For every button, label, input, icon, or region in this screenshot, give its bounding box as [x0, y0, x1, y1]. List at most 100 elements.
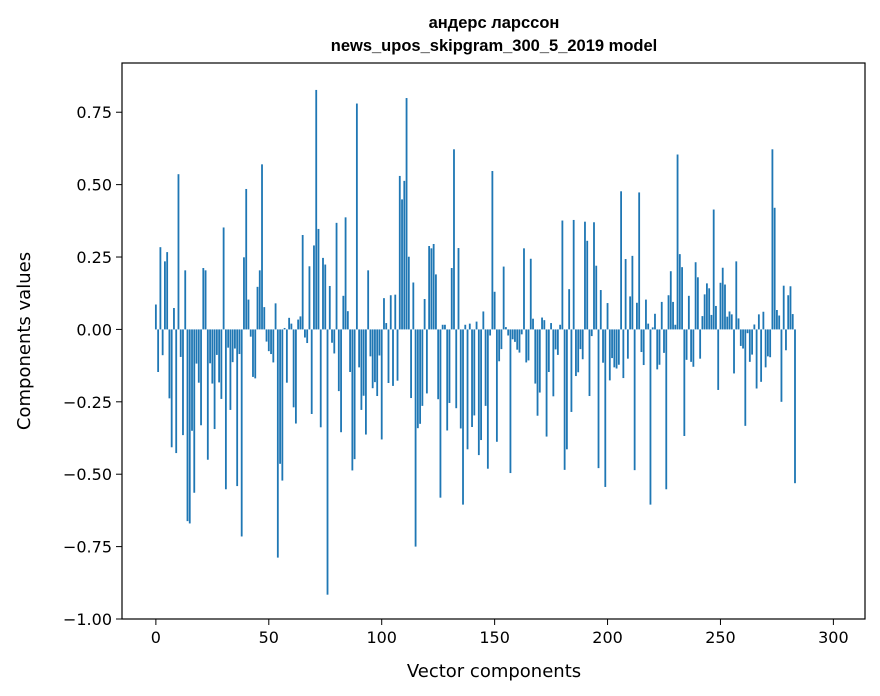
bar-126	[439, 329, 442, 498]
bar-178	[556, 329, 559, 355]
bar-119	[423, 299, 426, 330]
bar-275	[776, 310, 778, 330]
bar-29	[220, 329, 223, 399]
bar-174	[547, 329, 550, 372]
bar-245	[708, 288, 711, 330]
bar-180	[561, 220, 564, 330]
bar-79	[333, 329, 336, 354]
bar-277	[780, 329, 783, 402]
bar-47	[261, 164, 263, 330]
x-tick-label: 100	[366, 628, 397, 647]
bar-57	[283, 327, 286, 330]
y-tick-label: −1.00	[63, 610, 112, 629]
bar-96	[371, 329, 374, 389]
bar-160	[516, 329, 519, 350]
bar-17	[193, 329, 196, 493]
bar-102	[385, 323, 388, 330]
bar-254	[728, 311, 731, 330]
bar-281	[789, 286, 792, 330]
bar-115	[414, 329, 417, 547]
bar-221	[654, 313, 656, 330]
bar-150	[493, 291, 496, 330]
y-axis-label: Components values	[14, 252, 35, 430]
bar-272	[769, 329, 772, 358]
bar-217	[645, 299, 647, 330]
bar-104	[389, 295, 392, 330]
bar-202	[611, 329, 613, 359]
bar-188	[579, 329, 582, 350]
bar-244	[706, 283, 708, 330]
bar-75	[324, 264, 327, 330]
bar-171	[541, 317, 543, 330]
bar-89	[355, 103, 358, 330]
bar-110	[403, 180, 406, 330]
bar-149	[491, 171, 494, 330]
bar-194	[593, 222, 595, 330]
bar-163	[523, 248, 525, 330]
bar-170	[538, 329, 541, 393]
bar-279	[785, 329, 787, 351]
x-axis-ticks: 0 50 100 150 200 250 300	[151, 619, 849, 647]
bar-201	[608, 329, 611, 381]
bar-143	[477, 329, 480, 456]
bar-148	[489, 329, 492, 336]
bar-43	[252, 329, 254, 377]
bar-39	[243, 257, 245, 330]
y-tick-label: 0.25	[76, 248, 112, 267]
bar-2	[159, 247, 162, 330]
bar-222	[656, 329, 659, 370]
bar-105	[392, 329, 394, 386]
bar-15	[188, 329, 191, 524]
bar-9	[175, 329, 178, 454]
bar-42	[249, 329, 252, 337]
bar-64	[299, 316, 302, 330]
bar-164	[525, 329, 528, 363]
bar-282	[791, 314, 794, 330]
bar-67	[306, 329, 309, 344]
bar-92	[362, 329, 365, 396]
bar-229	[672, 301, 674, 330]
chart-title-line2: news_upos_skipgram_300_5_2019 model	[331, 37, 658, 55]
bar-50	[267, 329, 270, 352]
bar-238	[692, 329, 695, 367]
plot-frame	[121, 62, 866, 620]
bar-20	[200, 329, 202, 426]
bar-234	[683, 329, 686, 436]
bar-214	[638, 192, 641, 330]
x-tick-label: 300	[818, 628, 849, 647]
bar-101	[383, 298, 385, 330]
chart-title-line1: андерс ларссон	[429, 14, 560, 32]
bar-189	[581, 329, 584, 360]
bar-76	[326, 329, 329, 595]
bar-231	[676, 154, 679, 330]
bar-86	[349, 329, 351, 372]
bar-14	[186, 329, 189, 522]
bar-123	[432, 243, 435, 330]
x-tick-label: 200	[592, 628, 623, 647]
bar-237	[690, 329, 693, 362]
bar-271	[766, 329, 769, 357]
bar-273	[771, 149, 774, 330]
bar-157	[509, 329, 512, 474]
bar-138	[466, 329, 469, 450]
bar-35	[234, 329, 236, 349]
bar-78	[331, 329, 333, 343]
bar-210	[629, 296, 632, 330]
bar-54	[276, 329, 279, 558]
bar-192	[588, 329, 591, 397]
bar-191	[586, 240, 589, 330]
bar-139	[468, 323, 471, 330]
bar-236	[687, 295, 690, 330]
bar-130	[448, 329, 451, 403]
bar-107	[396, 329, 399, 381]
bar-137	[464, 324, 467, 330]
bar-63	[297, 319, 300, 330]
bar-249	[717, 329, 720, 390]
bar-28	[218, 329, 221, 383]
bar-56	[281, 329, 284, 481]
bar-77	[328, 285, 331, 330]
bar-72	[317, 228, 320, 330]
bar-207	[622, 329, 625, 379]
bar-136	[462, 329, 464, 505]
y-tick-label: 0.75	[76, 103, 112, 122]
